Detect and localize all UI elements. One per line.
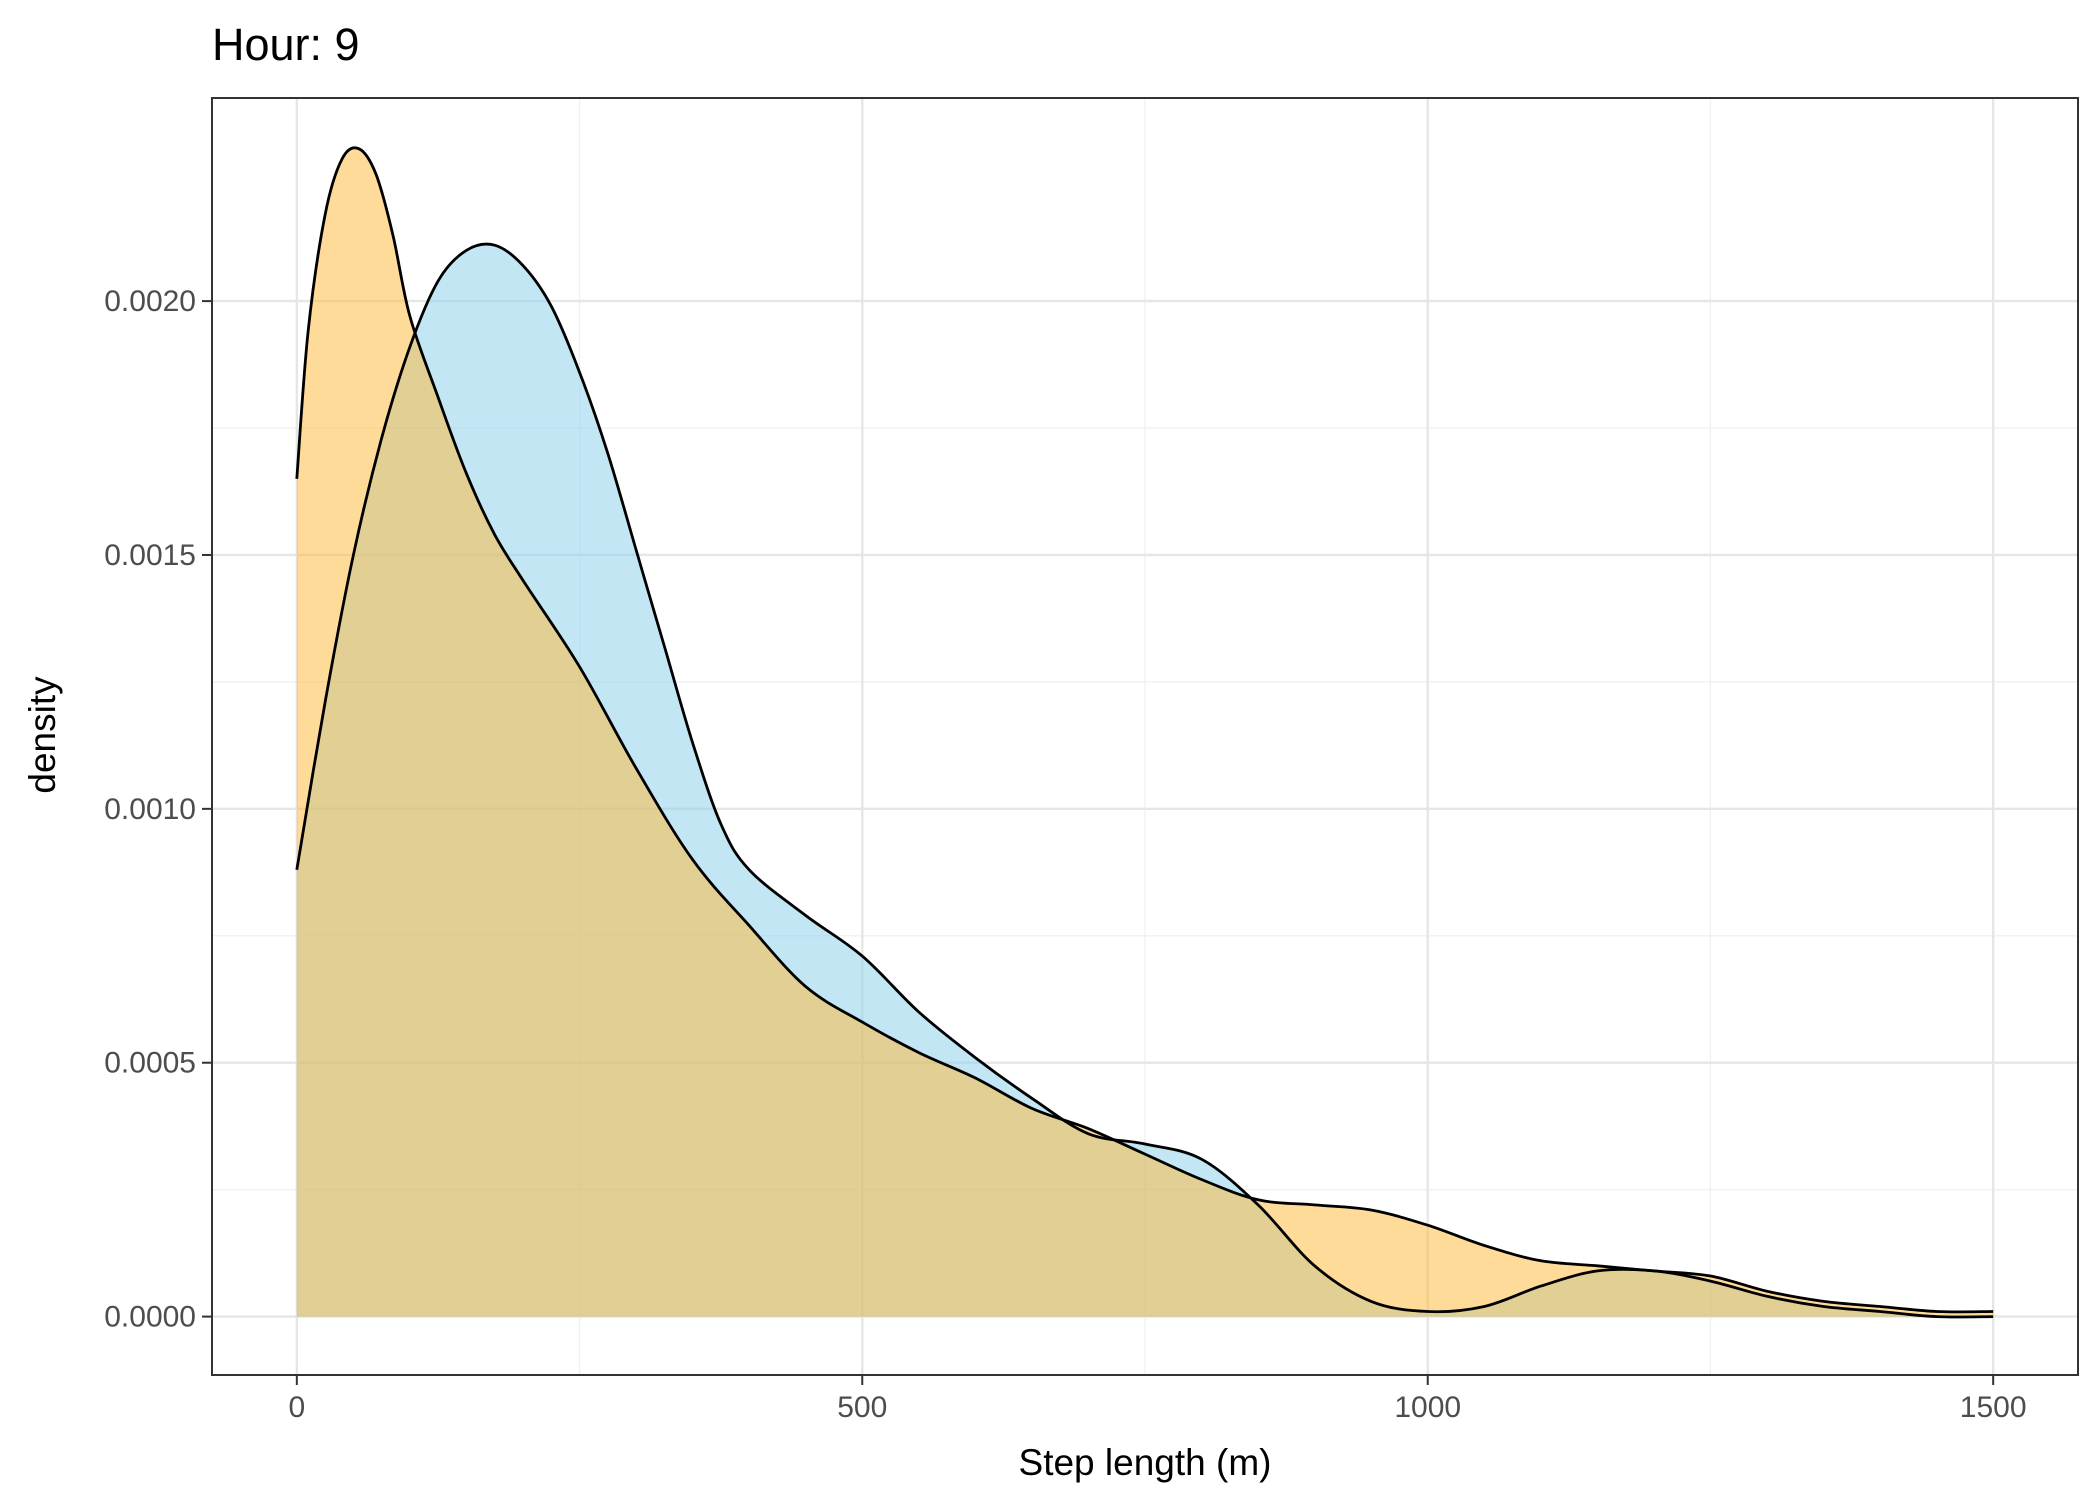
density-areas (296, 147, 1994, 1317)
x-tick-label: 500 (837, 1391, 887, 1424)
y-tick-label: 0.0020 (104, 285, 196, 318)
density-line-series-1 (295, 242, 1994, 1319)
y-axis-title: density (22, 676, 63, 794)
density-line-series-2 (295, 146, 1994, 1314)
x-tick-label: 0 (288, 1391, 305, 1424)
y-tick-label: 0.0015 (104, 539, 196, 572)
chart-title: Hour: 9 (212, 19, 360, 70)
y-axis: 0.0000 0.0005 0.0010 0.0015 0.0020 (104, 285, 212, 1334)
x-tick-label: 1000 (1394, 1391, 1461, 1424)
x-axis-title: Step length (m) (1019, 1442, 1272, 1483)
density-lines (295, 146, 1994, 1319)
x-axis: 0 500 1000 1500 (288, 1375, 2027, 1424)
x-tick-label: 1500 (1960, 1391, 2027, 1424)
plot-panel-border (211, 97, 2079, 1376)
density-area-series-2 (296, 147, 1994, 1317)
y-tick-label: 0.0010 (104, 793, 196, 826)
y-tick-label: 0.0000 (104, 1301, 196, 1334)
y-tick-label: 0.0005 (104, 1047, 196, 1080)
